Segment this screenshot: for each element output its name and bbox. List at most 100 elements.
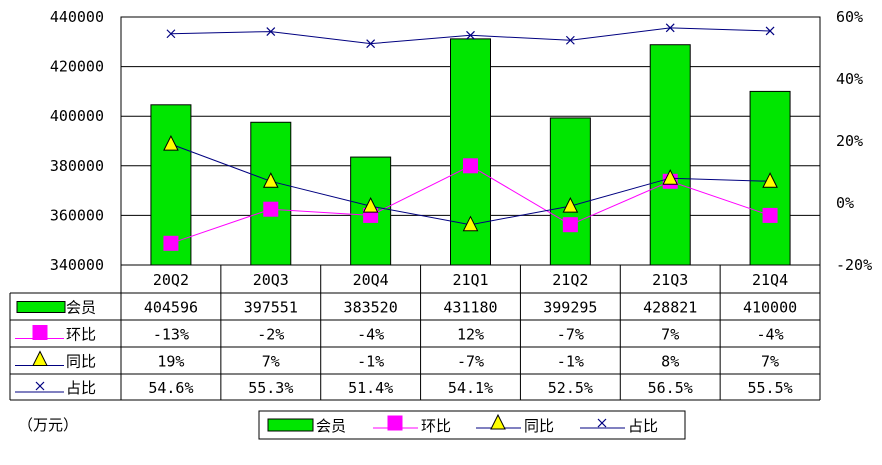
legend-label: 环比 — [421, 417, 451, 435]
table-cell-value: -7% — [457, 353, 484, 371]
table-cell-value: 52.5% — [548, 379, 593, 397]
category-label: 20Q2 — [153, 271, 189, 289]
table-cell-value: 404596 — [144, 299, 198, 317]
table-cell-value: 55.3% — [248, 379, 293, 397]
category-label: 21Q2 — [552, 271, 588, 289]
legend: 会员 环比 同比 占比 — [258, 410, 686, 440]
table-cell-value: 8% — [661, 353, 679, 371]
y-right-tick-label: 0% — [836, 194, 854, 212]
x-stroke — [765, 26, 775, 36]
line-series — [163, 23, 778, 251]
data-point — [765, 26, 775, 36]
table-cell-value: 7% — [661, 326, 679, 344]
category-label: 21Q3 — [652, 271, 688, 289]
y-axis-left: 340000 360000 380000 400000 420000 440000 — [50, 8, 104, 274]
y-right-tick-label: 20% — [836, 132, 863, 150]
x-stroke — [366, 39, 376, 49]
table-cell-value: 55.5% — [747, 379, 792, 397]
legend-key-marker — [387, 415, 403, 431]
row-header-label: 同比 — [66, 353, 96, 371]
row-header-label: 占比 — [66, 379, 96, 397]
row-key-marker — [35, 381, 45, 391]
bar-series — [150, 38, 791, 266]
table-cell-value: 54.1% — [448, 379, 493, 397]
data-point — [466, 30, 475, 40]
y-right-tick-label: 40% — [836, 70, 863, 88]
row-header-label: 环比 — [66, 326, 96, 344]
table-cell-value: 410000 — [743, 299, 797, 317]
category-label: 21Q4 — [752, 271, 788, 289]
y-left-tick-label: 400000 — [50, 107, 104, 125]
data-point — [762, 172, 778, 188]
table-cell-value: -2% — [257, 326, 284, 344]
legend-item: 占比 — [580, 417, 658, 435]
table-cell-value: 12% — [457, 326, 484, 344]
legend-item: 同比 — [476, 413, 554, 435]
y-left-tick-label: 360000 — [50, 206, 104, 224]
data-point — [762, 207, 778, 223]
table-cell-value: -4% — [757, 326, 784, 344]
row-key-bar — [16, 301, 66, 313]
legend-item: 会员 — [267, 417, 346, 435]
data-point — [662, 169, 679, 185]
legend-key-marker — [490, 413, 506, 430]
table-cell-value: 7% — [262, 353, 280, 371]
unit-label: （万元） — [18, 416, 78, 434]
table-cell-value: -13% — [153, 326, 189, 344]
data-point — [565, 35, 575, 45]
data-point — [266, 27, 276, 36]
x-stroke — [466, 30, 475, 40]
x-stroke — [166, 29, 176, 39]
bar — [549, 117, 591, 266]
table-cell-value: 56.5% — [648, 379, 693, 397]
data-point — [166, 29, 176, 39]
table-cell-value: -7% — [557, 326, 584, 344]
x-stroke — [597, 418, 607, 428]
category-label: 21Q1 — [452, 271, 488, 289]
plot-border — [120, 16, 821, 266]
category-label: 20Q4 — [353, 271, 389, 289]
legend-item: 环比 — [373, 415, 451, 435]
x-stroke — [565, 35, 575, 45]
table-cell-value: 428821 — [643, 299, 697, 317]
data-point — [263, 201, 279, 217]
x-stroke — [665, 23, 675, 33]
data-point — [562, 196, 579, 213]
legend-label: 会员 — [316, 417, 346, 435]
y-left-tick-label: 340000 — [50, 256, 104, 274]
table-cell-value: -1% — [357, 353, 384, 371]
table-cell-value: 431180 — [443, 299, 497, 317]
row-key-marker — [32, 325, 48, 340]
legend-key-marker — [597, 418, 607, 428]
table-cell-value: 54.6% — [148, 379, 193, 397]
row-header-label: 会员 — [66, 299, 96, 317]
y-left-tick-label: 380000 — [50, 157, 104, 175]
plot-frame — [120, 16, 821, 266]
x-stroke — [266, 27, 276, 36]
data-table: 20Q2 20Q3 20Q4 21Q1 21Q2 21Q3 21Q4 会员 404596 3975… — [9, 265, 821, 401]
legend-label: 占比 — [628, 417, 658, 435]
table-cell-value: -4% — [357, 326, 384, 344]
legend-key-bar — [267, 418, 314, 432]
x-stroke — [35, 381, 45, 391]
data-point — [163, 134, 179, 151]
table-cell-value: 397551 — [244, 299, 298, 317]
bar — [649, 44, 691, 266]
table-cell-value: 19% — [157, 353, 184, 371]
legend-box — [258, 410, 686, 440]
data-point — [163, 235, 179, 251]
data-point — [562, 217, 578, 233]
data-point — [462, 215, 479, 232]
row-key-marker — [32, 350, 48, 366]
category-label: 20Q3 — [253, 271, 289, 289]
data-point — [366, 39, 376, 49]
y-right-tick-label: -20% — [836, 256, 872, 274]
data-point — [262, 172, 279, 188]
y-axis-right: -20% 0% 20% 40% 60% — [836, 8, 872, 274]
legend-label: 同比 — [524, 417, 554, 435]
data-point — [362, 196, 379, 213]
y-left-tick-label: 420000 — [50, 58, 104, 76]
table-cell-value: 383520 — [344, 299, 398, 317]
data-point — [463, 158, 478, 174]
